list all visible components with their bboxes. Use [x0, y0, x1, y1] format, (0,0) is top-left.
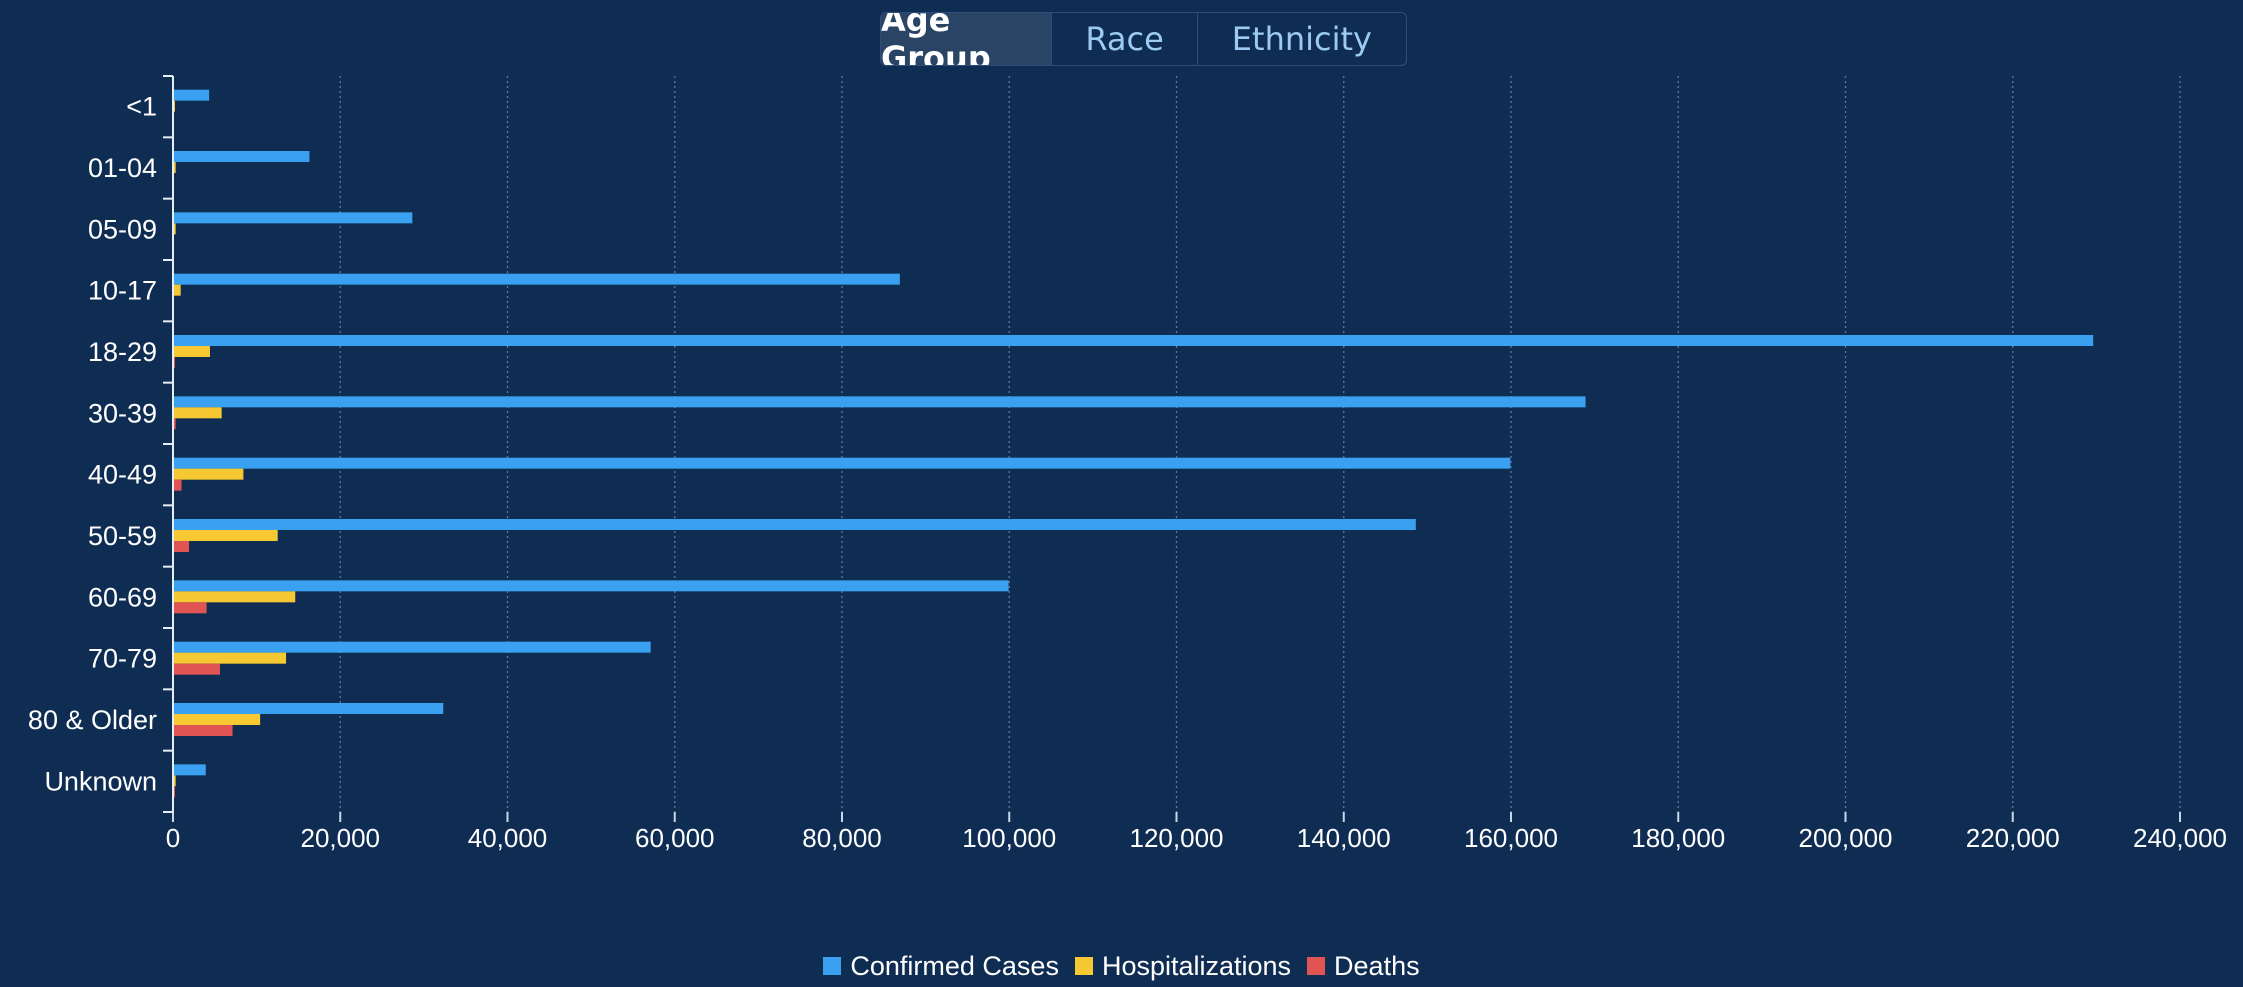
bar-confirmed-cases: [174, 580, 1009, 592]
bar-hospitalizations: [174, 714, 261, 725]
y-category-label: 50-59: [88, 521, 157, 551]
legend-label-deaths: Deaths: [1334, 950, 1420, 981]
legend-item-deaths[interactable]: Deaths: [1307, 951, 1420, 982]
bar-hospitalizations: [174, 530, 278, 541]
x-tick-label: 100,000: [962, 823, 1056, 853]
y-category-label: 60-69: [88, 582, 157, 612]
legend-swatch-confirmed-cases: [823, 957, 842, 975]
x-tick-label: 160,000: [1464, 823, 1558, 853]
bar-deaths: [174, 357, 175, 368]
bar-chart: 0 20,000 40,000 60,000 80,000 100,000 120,000 1…: [28, 75, 2227, 853]
legend-item-hospitalizations[interactable]: Hospitalizations: [1074, 950, 1292, 982]
x-tick-label: 220,000: [1966, 823, 2060, 853]
y-category-label: Unknown: [44, 766, 157, 796]
y-category-label: 10-17: [88, 276, 157, 306]
bar-deaths: [174, 786, 175, 798]
x-tick-label: 240,000: [2133, 823, 2227, 853]
y-category-label: <1: [126, 92, 157, 122]
bar-deaths: [174, 541, 190, 552]
bar-hospitalizations: [174, 775, 176, 787]
y-category-label: 40-49: [88, 460, 157, 490]
x-tick-label: 20,000: [300, 823, 380, 853]
bar-confirmed-cases: [174, 396, 1586, 408]
bar-confirmed-cases: [174, 273, 900, 285]
bar-confirmed-cases: [174, 764, 206, 776]
legend-label-confirmed-cases: Confirmed Cases: [850, 950, 1059, 981]
bar-deaths: [174, 663, 220, 675]
legend-label-hospitalizations: Hospitalizations: [1101, 950, 1292, 981]
x-tick-label: 120,000: [1130, 823, 1224, 853]
legend-item-confirmed-cases[interactable]: Confirmed Cases: [823, 951, 1059, 982]
bar-confirmed-cases: [174, 457, 1511, 469]
bar-hospitalizations: [174, 284, 181, 296]
bar-confirmed-cases: [174, 703, 444, 714]
x-tick-label: 40,000: [468, 823, 548, 853]
bar-confirmed-cases: [174, 641, 651, 653]
bar-hospitalizations: [174, 100, 175, 112]
bar-confirmed-cases: [174, 151, 310, 162]
y-category-label: 18-29: [88, 337, 157, 367]
y-category-label: 70-79: [88, 644, 157, 674]
bar-confirmed-cases: [174, 212, 413, 224]
tab-race[interactable]: Race: [1052, 13, 1198, 65]
legend-swatch-deaths: [1307, 957, 1326, 975]
tab-ethnicity[interactable]: Ethnicity: [1231, 20, 1372, 58]
bar-hospitalizations: [174, 591, 296, 603]
bar-confirmed-cases: [174, 335, 2094, 346]
bar-hospitalizations: [174, 468, 244, 480]
bar-confirmed-cases: [174, 519, 1416, 530]
y-category-label: 30-39: [88, 398, 157, 428]
x-tick-label: 180,000: [1631, 823, 1725, 853]
y-category-label: 01-04: [88, 153, 157, 183]
x-tick-label: 80,000: [802, 823, 882, 853]
bar-deaths: [174, 418, 176, 430]
x-tick-label: 200,000: [1799, 823, 1893, 853]
x-tick-label: 60,000: [635, 823, 715, 853]
bar-deaths: [174, 479, 182, 491]
y-category-label: 05-09: [88, 214, 157, 244]
bar-hospitalizations: [174, 346, 210, 357]
x-tick-label: 0: [166, 823, 180, 853]
y-category-label: 80 & Older: [28, 705, 157, 735]
tab-age-group[interactable]: Age Group: [881, 13, 1053, 65]
bar-deaths: [174, 725, 233, 736]
bar-deaths: [174, 602, 207, 614]
bar-hospitalizations: [174, 652, 287, 664]
x-tick-label: 140,000: [1297, 823, 1391, 853]
tab-bar: Age Group Race Ethnicity: [880, 12, 1407, 66]
bar-hospitalizations: [174, 162, 176, 173]
bar-confirmed-cases: [174, 89, 210, 101]
legend-swatch-hospitalizations: [1074, 957, 1093, 975]
chart-legend: Confirmed Cases Hospitalizations Deaths: [0, 946, 2243, 986]
bar-hospitalizations: [174, 407, 222, 419]
bar-hospitalizations: [174, 223, 176, 235]
